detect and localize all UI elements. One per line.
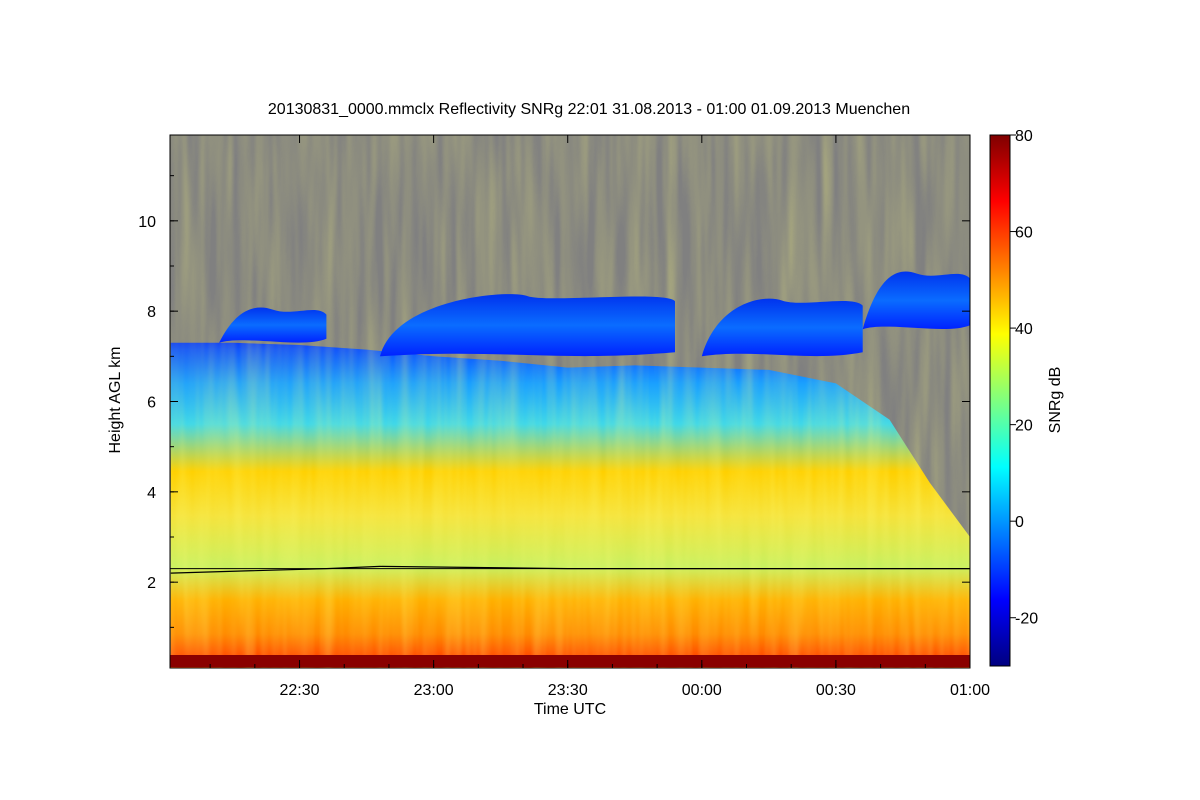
y-axis: 2 4 6 8 10: [138, 175, 970, 628]
x-tick-label: 01:00: [950, 682, 990, 699]
y-tick-label: 8: [147, 304, 156, 321]
upper-cloud-layer: [380, 294, 675, 357]
echo-streak-texture: [170, 135, 970, 668]
colorbar-tick-label: 60: [1015, 225, 1033, 242]
y-tick-label: 6: [147, 395, 156, 412]
x-axis-label: Time UTC: [534, 701, 606, 718]
y-axis-label: Height AGL km: [107, 346, 124, 453]
colorbar: [989, 134, 1011, 667]
y-tick-label: 2: [147, 575, 156, 592]
upper-cloud-layers: [219, 271, 970, 357]
colorbar-tick-label: 40: [1015, 321, 1033, 338]
colorbar-ticks: -20 0 20 40 60 80: [1010, 128, 1038, 628]
upper-cloud-layer: [862, 271, 970, 330]
colorbar-label: SNRg dB: [1047, 367, 1064, 434]
y-tick-label: 10: [138, 214, 156, 231]
colorbar-tick-label: 20: [1015, 418, 1033, 435]
surface-clutter-band: [170, 655, 970, 667]
chart-title: 20130831_0000.mmclx Reflectivity SNRg 22…: [268, 101, 910, 118]
upper-cloud-layer: [219, 307, 327, 343]
colorbar-tick-label: -20: [1015, 611, 1038, 628]
x-tick-label: 00:00: [682, 682, 722, 699]
x-axis: 22:30 23:00 23:30 00:00 00:30 01:00: [209, 135, 990, 699]
colorbar-tick-label: 0: [1015, 514, 1024, 531]
plot-area: [170, 135, 970, 668]
x-tick-label: 00:30: [816, 682, 856, 699]
upper-cloud-layer: [701, 298, 863, 357]
colorbar-tick-label: 80: [1015, 128, 1033, 145]
y-tick-label: 4: [147, 485, 156, 502]
x-tick-label: 22:30: [280, 682, 320, 699]
x-tick-label: 23:30: [548, 682, 588, 699]
x-tick-label: 23:00: [414, 682, 454, 699]
